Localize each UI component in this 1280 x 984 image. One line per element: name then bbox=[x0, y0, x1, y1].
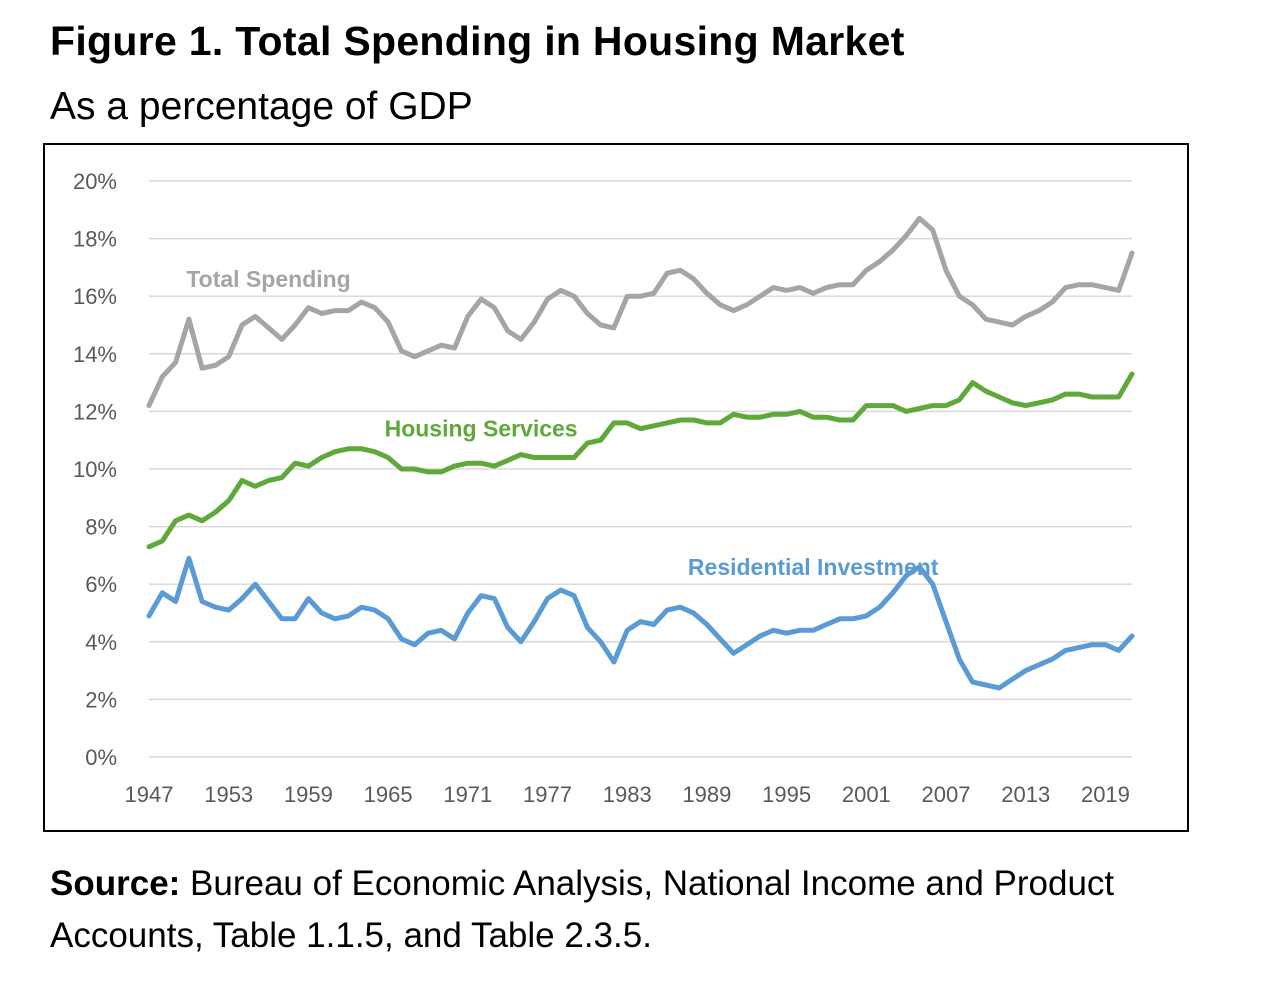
source-text: Bureau of Economic Analysis, National In… bbox=[50, 864, 1115, 955]
x-tick-label: 2007 bbox=[922, 782, 971, 807]
y-tick-label: 20% bbox=[73, 169, 117, 194]
x-tick-label: 1977 bbox=[523, 782, 572, 807]
series-label-housing-services: Housing Services bbox=[385, 416, 578, 442]
series-line-housing-services bbox=[146, 371, 1135, 550]
x-tick-label: 1947 bbox=[125, 782, 174, 807]
series-label-residential-investment: Residential Investment bbox=[688, 554, 939, 580]
series-label-total-spending: Total Spending bbox=[186, 266, 350, 292]
y-tick-label: 2% bbox=[85, 687, 117, 712]
x-tick-label: 2001 bbox=[842, 782, 891, 807]
y-tick-label: 6% bbox=[85, 572, 117, 597]
x-tick-label: 2019 bbox=[1081, 782, 1130, 807]
x-tick-label: 2013 bbox=[1001, 782, 1050, 807]
x-tick-label: 1959 bbox=[284, 782, 333, 807]
x-tick-label: 1971 bbox=[443, 782, 492, 807]
x-tick-label: 1953 bbox=[204, 782, 253, 807]
source-note: Source: Bureau of Economic Analysis, Nat… bbox=[50, 858, 1230, 962]
y-tick-label: 16% bbox=[73, 284, 117, 309]
figure-subtitle: As a percentage of GDP bbox=[50, 85, 473, 128]
chart-frame: 0% 2% 4% 6% 8% 10% 12% 14% 16% 18% 20% 1947 1953 1959… bbox=[43, 143, 1189, 832]
x-tick-label: 1965 bbox=[364, 782, 413, 807]
y-tick-label: 14% bbox=[73, 342, 117, 367]
y-tick-label: 0% bbox=[85, 745, 117, 770]
figure-title: Figure 1. Total Spending in Housing Mark… bbox=[50, 18, 905, 64]
y-tick-label: 12% bbox=[73, 399, 117, 424]
y-tick-label: 18% bbox=[73, 227, 117, 252]
x-tick-label: 1989 bbox=[682, 782, 731, 807]
y-tick-label: 10% bbox=[73, 457, 117, 482]
line-chart: 0% 2% 4% 6% 8% 10% 12% 14% 16% 18% 20% 1947 1953 1959… bbox=[73, 169, 1135, 807]
source-label: Source: bbox=[50, 864, 181, 903]
y-tick-label: 8% bbox=[85, 515, 117, 540]
y-tick-label: 4% bbox=[85, 630, 117, 655]
x-tick-label: 1995 bbox=[762, 782, 811, 807]
series-line-total-spending bbox=[146, 215, 1135, 409]
series-line-residential-investment bbox=[146, 555, 1135, 691]
x-tick-label: 1983 bbox=[603, 782, 652, 807]
